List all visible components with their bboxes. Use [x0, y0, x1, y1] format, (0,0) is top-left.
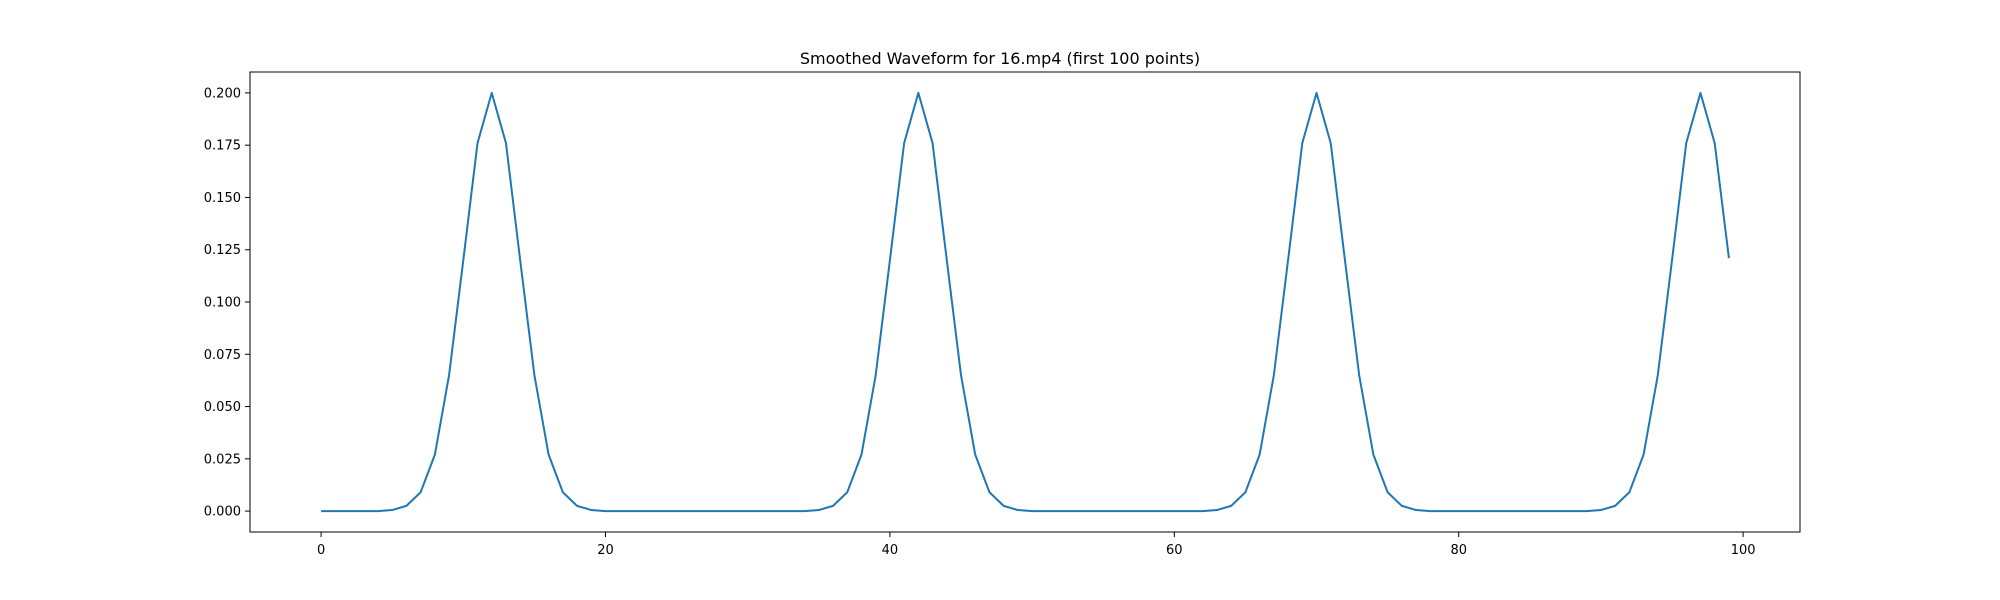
x-tick-label: 20 — [597, 543, 614, 558]
y-tick-label: 0.050 — [204, 400, 241, 415]
plot-frame — [249, 71, 1801, 533]
y-tick-label: 0.025 — [204, 452, 241, 467]
x-tick-label: 0 — [317, 543, 325, 558]
series-layer — [321, 91, 1730, 513]
x-tick-label: 100 — [1731, 543, 1756, 558]
y-axis: 0.000 0.025 0.050 0.075 0.100 0.125 0.150 0.175… — [204, 86, 250, 520]
y-tick-label: 0.075 — [204, 348, 241, 363]
waveform-line — [321, 91, 1730, 513]
y-tick-label: 0.125 — [204, 243, 241, 258]
y-tick-label: 0.175 — [204, 139, 241, 154]
x-tick-label: 60 — [1166, 543, 1183, 558]
y-tick-label: 0.150 — [204, 191, 241, 206]
x-axis: 0 20 40 60 80 100 — [317, 532, 1756, 558]
y-tick-label: 0.100 — [204, 296, 241, 311]
y-tick-label: 0.200 — [204, 86, 241, 101]
chart-title: Smoothed Waveform for 16.mp4 (first 100 … — [800, 49, 1200, 68]
x-tick-label: 80 — [1450, 543, 1467, 558]
x-tick-label: 40 — [882, 543, 899, 558]
y-tick-label: 0.000 — [204, 505, 241, 520]
